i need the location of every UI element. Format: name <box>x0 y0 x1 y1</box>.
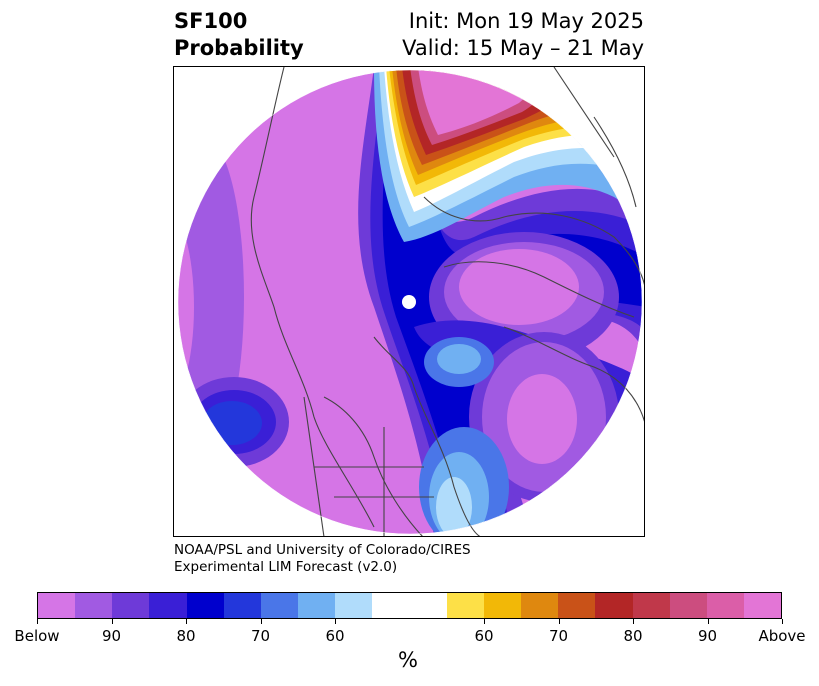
colorbar-segment <box>409 593 447 618</box>
colorbar-segment <box>112 593 150 618</box>
colorbar-tick-label: Below <box>14 627 60 645</box>
colorbar-segment <box>521 593 559 618</box>
colorbar-unit: % <box>398 648 418 672</box>
colorbar-tick-mark <box>707 619 709 624</box>
title-subtitle: Probability <box>174 36 304 60</box>
colorbar-tick-mark <box>37 619 38 624</box>
title-left: SF100 Probability <box>174 8 304 62</box>
credit-line2: Experimental LIM Forecast (v2.0) <box>174 559 398 575</box>
colorbar-tick-mark <box>558 619 560 624</box>
colorbar-segment <box>446 593 484 618</box>
colorbar <box>37 592 782 619</box>
polar-map <box>177 67 644 536</box>
colorbar-tick-mark <box>782 619 783 624</box>
colorbar-tick-label: 70 <box>250 627 271 645</box>
colorbar-segment <box>186 593 224 618</box>
colorbar-segment <box>335 593 373 618</box>
colorbar-tick-label: 70 <box>548 627 569 645</box>
colorbar-segment <box>298 593 336 618</box>
colorbar-segment <box>706 593 744 618</box>
colorbar-segment <box>372 593 410 618</box>
colorbar-segment <box>632 593 670 618</box>
colorbar-tick-label: 80 <box>623 627 643 645</box>
colorbar-segment <box>743 593 782 618</box>
colorbar-tick-label: 80 <box>176 627 196 645</box>
credit-line1: NOAA/PSL and University of Colorado/CIRE… <box>174 542 471 558</box>
colorbar-tick-label: Above <box>758 627 806 645</box>
colorbar-segment <box>669 593 707 618</box>
colorbar-tick-mark <box>260 619 262 624</box>
colorbar-segment <box>260 593 299 618</box>
map-frame <box>173 66 645 537</box>
colorbar-segment <box>558 593 596 618</box>
coastlines <box>250 67 644 536</box>
colorbar-tick-label: 90 <box>101 627 122 645</box>
colorbar-segment <box>595 593 633 618</box>
colorbar-tick-mark <box>186 619 187 624</box>
valid-range: Valid: 15 May – 21 May <box>402 36 644 60</box>
colorbar-tick-label: 60 <box>474 627 494 645</box>
colorbar-segment <box>483 593 522 618</box>
credit: NOAA/PSL and University of Colorado/CIRE… <box>174 542 471 576</box>
title-variable: SF100 <box>174 9 248 33</box>
colorbar-tick-mark <box>633 619 634 624</box>
colorbar-segment <box>38 593 76 618</box>
title-right: Init: Mon 19 May 2025 Valid: 15 May – 21… <box>402 8 644 62</box>
colorbar-segment <box>223 593 261 618</box>
colorbar-segment <box>149 593 187 618</box>
colorbar-tick-label: 90 <box>697 627 718 645</box>
colorbar-tick-mark <box>335 619 336 624</box>
colorbar-tick-label: 60 <box>325 627 345 645</box>
colorbar-segment <box>75 593 113 618</box>
colorbar-tick-mark <box>484 619 485 624</box>
colorbar-tick-mark <box>111 619 113 624</box>
init-date: Init: Mon 19 May 2025 <box>408 9 644 33</box>
